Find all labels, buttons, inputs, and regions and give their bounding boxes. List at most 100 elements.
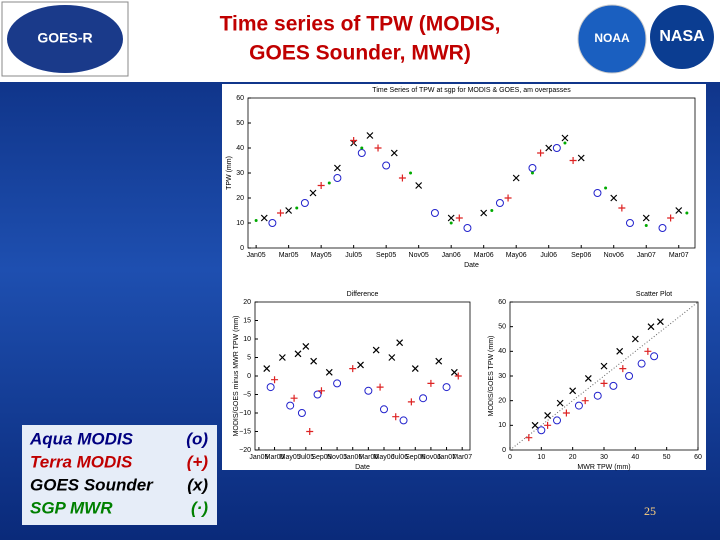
y-axis-label: MODIS/GOES TPW (mm) xyxy=(488,336,495,417)
point xyxy=(376,383,384,391)
chart-title: Difference xyxy=(347,291,379,298)
x-tick-label: 50 xyxy=(663,454,671,461)
one-to-one-line xyxy=(509,301,699,451)
y-tick-label: 20 xyxy=(236,195,244,202)
x-tick-label: 10 xyxy=(537,454,545,461)
point xyxy=(380,405,388,414)
x-tick-label: Sep05 xyxy=(311,454,331,461)
page-number: 25 xyxy=(644,504,656,518)
point xyxy=(625,372,634,380)
x-tick-label: 20 xyxy=(569,454,577,461)
x-tick-label: May05 xyxy=(311,252,332,259)
point xyxy=(430,209,439,217)
x-tick-label: 40 xyxy=(631,454,639,461)
title: GOES Sounder, MWR) xyxy=(249,42,471,65)
point xyxy=(271,376,279,384)
point xyxy=(396,339,404,347)
point xyxy=(593,391,602,400)
point xyxy=(647,323,655,331)
point xyxy=(333,174,342,182)
point xyxy=(360,146,364,150)
point xyxy=(562,409,570,417)
point xyxy=(364,386,373,395)
chart-title: Time Series of TPW at sgp for MODIS & GO… xyxy=(372,87,571,94)
point xyxy=(407,398,415,406)
x-tick-label: Mar07 xyxy=(452,454,472,461)
legend-name: Terra MODIS xyxy=(30,452,133,471)
x-tick-label: Sep06 xyxy=(571,252,591,259)
point xyxy=(525,434,533,442)
logo-right-text: NASA xyxy=(659,28,705,45)
point xyxy=(577,154,585,162)
x-tick-label: Sep05 xyxy=(376,252,396,259)
point xyxy=(260,214,268,222)
point xyxy=(537,426,546,435)
point xyxy=(584,375,592,382)
point xyxy=(442,383,451,392)
point xyxy=(600,379,608,387)
y-tick-label: −5 xyxy=(243,391,251,398)
x-tick-label: May06 xyxy=(506,252,527,259)
x-tick-label: Nov05 xyxy=(327,454,347,461)
point xyxy=(415,182,423,189)
legend-name: GOES Sounder xyxy=(30,475,154,494)
point xyxy=(398,174,406,182)
point xyxy=(294,350,302,358)
point xyxy=(411,365,419,373)
point xyxy=(268,219,277,227)
point xyxy=(544,421,552,429)
logo-left-text: GOES-R xyxy=(37,30,92,46)
y-tick-label: 20 xyxy=(243,299,251,306)
point xyxy=(504,194,512,202)
x-axis-label: MWR TPW (mm) xyxy=(577,464,630,471)
x-tick-label: Nov06 xyxy=(421,454,441,461)
point xyxy=(317,387,325,395)
title: Time series of TPW (MODIS, xyxy=(220,13,501,36)
point xyxy=(372,346,380,354)
x-tick-label: Jul05 xyxy=(345,252,362,259)
point xyxy=(642,214,650,222)
point xyxy=(450,368,458,376)
point xyxy=(435,357,443,365)
x-tick-label: Jan05 xyxy=(249,454,268,461)
y-tick-label: 0 xyxy=(247,373,251,380)
legend-name: Aqua MODIS xyxy=(29,429,134,448)
point xyxy=(278,354,286,361)
point xyxy=(302,342,310,350)
x-tick-label: Mar07 xyxy=(669,252,689,259)
x-tick-label: Jan06 xyxy=(343,454,362,461)
point xyxy=(366,132,374,139)
figure-panel xyxy=(222,84,706,470)
point xyxy=(390,149,398,157)
y-tick-label: −20 xyxy=(239,447,251,454)
point xyxy=(295,206,299,210)
point xyxy=(618,204,626,212)
legend-panel xyxy=(22,425,217,525)
point xyxy=(263,365,271,373)
point xyxy=(480,209,488,217)
point xyxy=(544,412,552,419)
y-tick-label: 20 xyxy=(498,398,506,405)
logo-mid-text: NOAA xyxy=(594,31,630,45)
point xyxy=(561,134,569,142)
y-tick-label: 0 xyxy=(502,447,506,454)
point xyxy=(290,394,298,402)
x-tick-label: Nov06 xyxy=(604,252,624,259)
point xyxy=(388,354,396,361)
y-tick-label: 30 xyxy=(236,170,244,177)
point xyxy=(563,141,567,145)
y-tick-label: 40 xyxy=(236,145,244,152)
point xyxy=(374,144,382,152)
point xyxy=(530,171,534,175)
point xyxy=(553,416,561,425)
point xyxy=(667,214,675,222)
point xyxy=(531,421,539,429)
point xyxy=(286,401,295,410)
y-tick-label: 0 xyxy=(240,245,244,252)
point xyxy=(419,394,428,403)
point xyxy=(545,144,553,152)
point xyxy=(333,379,342,388)
point xyxy=(306,428,314,435)
x-tick-label: Nov05 xyxy=(409,252,429,259)
point xyxy=(317,182,325,189)
